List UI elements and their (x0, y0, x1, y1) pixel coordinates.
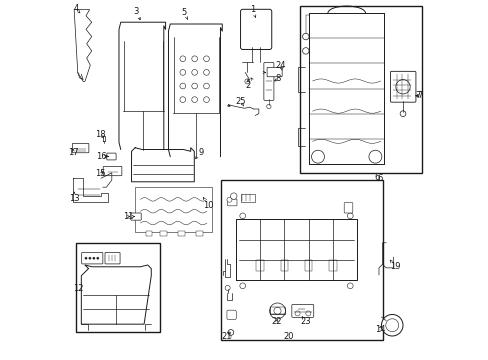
Circle shape (180, 97, 185, 103)
Text: 1: 1 (249, 5, 255, 14)
FancyBboxPatch shape (106, 153, 116, 160)
Text: 17: 17 (68, 148, 78, 157)
Bar (145, 231, 152, 236)
Text: 9: 9 (198, 148, 203, 157)
Text: 24: 24 (275, 61, 285, 70)
Bar (280, 260, 287, 271)
Bar (178, 231, 184, 236)
FancyBboxPatch shape (389, 71, 415, 102)
FancyBboxPatch shape (266, 67, 282, 77)
Text: 4: 4 (73, 4, 79, 13)
Text: 15: 15 (95, 170, 105, 179)
Bar (241, 194, 255, 202)
Circle shape (191, 97, 197, 103)
Text: 25: 25 (235, 97, 245, 106)
FancyBboxPatch shape (105, 252, 120, 264)
Circle shape (368, 150, 381, 163)
Text: 14: 14 (374, 325, 385, 334)
Circle shape (203, 69, 209, 75)
Circle shape (266, 104, 270, 109)
Text: 23: 23 (300, 317, 310, 326)
Bar (305, 260, 312, 271)
Text: 13: 13 (69, 194, 80, 203)
Circle shape (346, 283, 352, 289)
FancyBboxPatch shape (344, 203, 352, 213)
FancyBboxPatch shape (227, 199, 237, 206)
Text: 11: 11 (122, 212, 133, 221)
Circle shape (239, 283, 245, 289)
Text: 5: 5 (181, 8, 186, 17)
FancyBboxPatch shape (81, 252, 102, 264)
Circle shape (191, 56, 197, 62)
FancyBboxPatch shape (131, 213, 141, 220)
Circle shape (227, 329, 233, 335)
Circle shape (244, 79, 249, 84)
Text: 22: 22 (271, 317, 282, 326)
FancyBboxPatch shape (72, 143, 89, 153)
Text: 19: 19 (389, 262, 400, 271)
Text: 7: 7 (416, 91, 421, 100)
Circle shape (302, 48, 308, 54)
Circle shape (346, 213, 352, 219)
Text: 7: 7 (415, 91, 420, 100)
Circle shape (381, 315, 402, 336)
FancyBboxPatch shape (226, 310, 236, 319)
Bar (196, 231, 202, 236)
Circle shape (399, 111, 405, 117)
Text: 10: 10 (202, 201, 213, 210)
Circle shape (85, 257, 87, 259)
Circle shape (311, 150, 324, 163)
Text: 6: 6 (377, 174, 382, 183)
Bar (221, 180, 382, 339)
Circle shape (203, 83, 209, 89)
Circle shape (224, 285, 230, 291)
Circle shape (89, 257, 91, 259)
Text: 8: 8 (275, 75, 280, 84)
Circle shape (93, 257, 95, 259)
Circle shape (203, 56, 209, 62)
Text: 20: 20 (283, 332, 293, 341)
Text: 12: 12 (73, 284, 84, 293)
Circle shape (302, 33, 308, 40)
Bar (329, 260, 336, 271)
Circle shape (230, 193, 237, 199)
Circle shape (180, 69, 185, 75)
FancyBboxPatch shape (291, 305, 313, 318)
Circle shape (239, 213, 245, 219)
Circle shape (191, 69, 197, 75)
FancyBboxPatch shape (240, 9, 271, 49)
FancyBboxPatch shape (103, 166, 122, 176)
Bar (300, 6, 421, 173)
Circle shape (395, 80, 409, 94)
Text: 6: 6 (374, 173, 379, 182)
Text: 16: 16 (96, 152, 106, 161)
Circle shape (191, 83, 197, 89)
Text: 18: 18 (95, 130, 105, 139)
Circle shape (97, 257, 99, 259)
Circle shape (294, 311, 300, 316)
Circle shape (269, 303, 285, 319)
Bar (135, 187, 212, 232)
Bar (76, 243, 160, 332)
FancyBboxPatch shape (264, 62, 273, 100)
Circle shape (273, 307, 281, 315)
Bar (256, 260, 263, 271)
Text: 3: 3 (133, 7, 139, 16)
Circle shape (180, 83, 185, 89)
Text: 21: 21 (221, 332, 231, 341)
Circle shape (203, 97, 209, 103)
Circle shape (180, 56, 185, 62)
Text: 2: 2 (245, 81, 250, 90)
Bar (160, 231, 166, 236)
Circle shape (305, 311, 310, 316)
Circle shape (226, 197, 231, 202)
Circle shape (385, 319, 398, 332)
